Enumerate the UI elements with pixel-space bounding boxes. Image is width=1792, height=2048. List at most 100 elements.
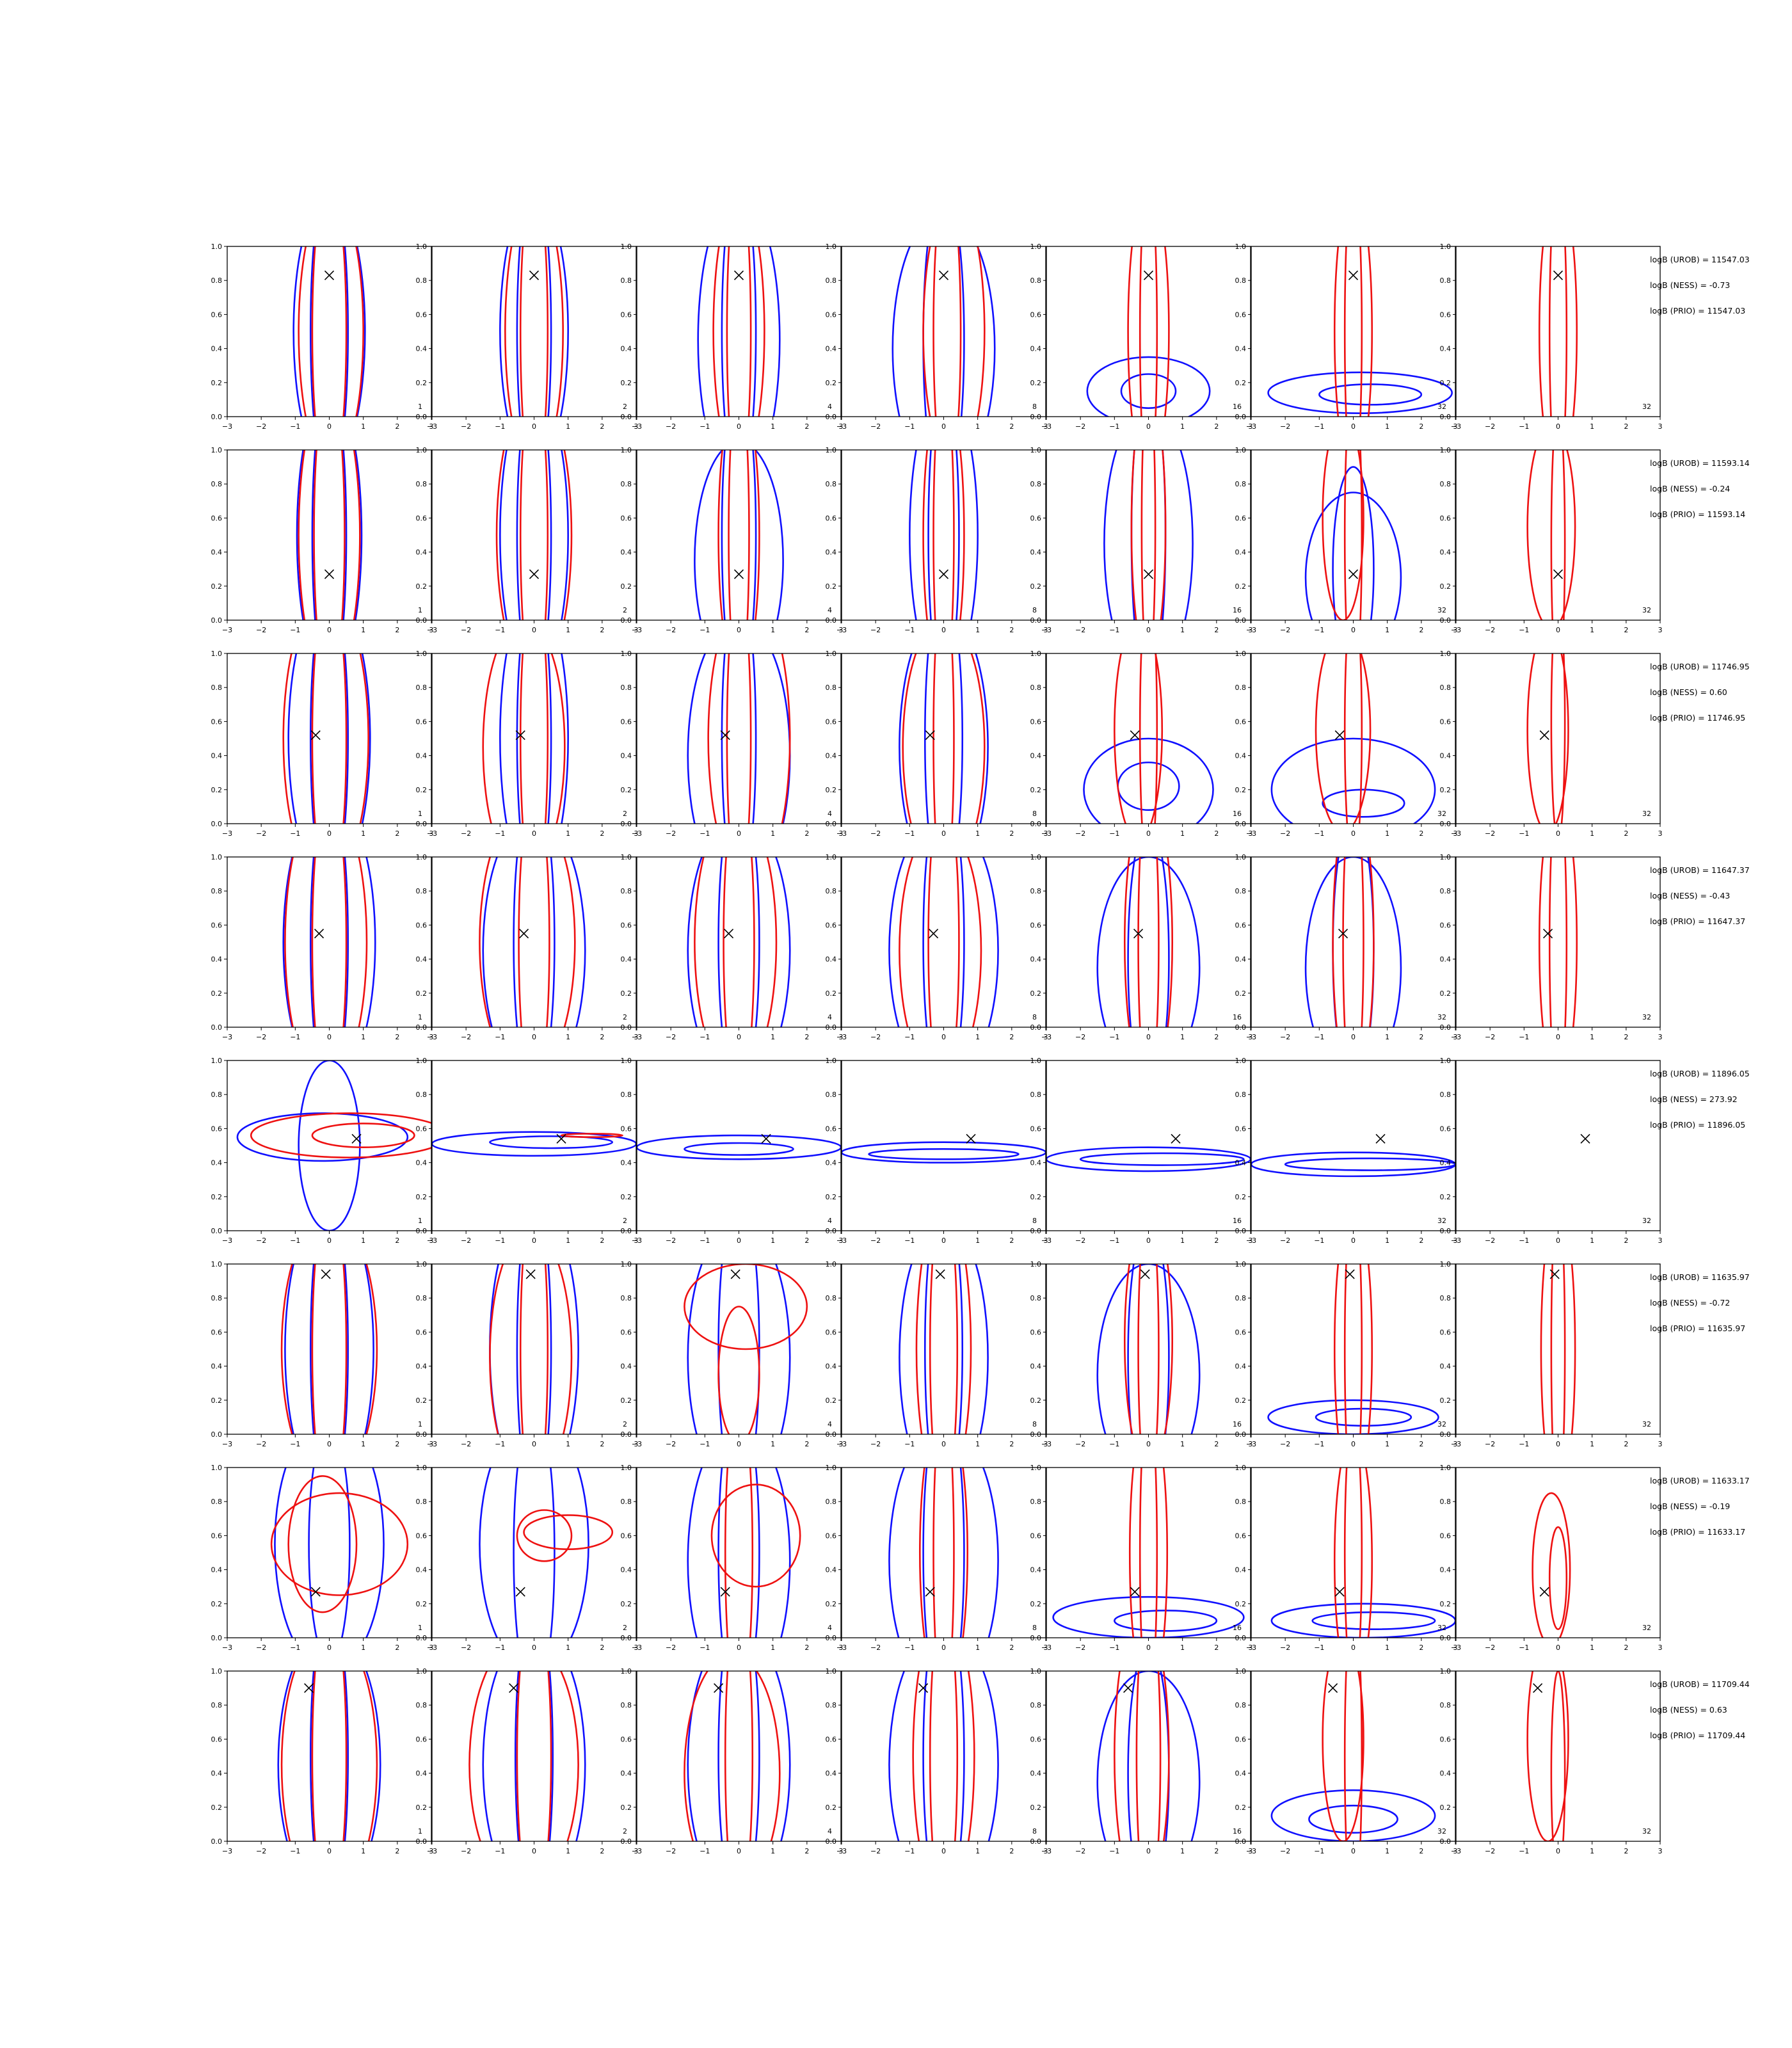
axes-frame — [636, 653, 842, 824]
x-tick-label: −3 — [1246, 626, 1256, 634]
x-tick-label: −1 — [290, 1033, 300, 1041]
y-tick-label: 0.4 — [1440, 1566, 1452, 1574]
x-tick-label: −3 — [222, 626, 232, 634]
x-tick-label: −3 — [427, 829, 437, 838]
y-tick-label: 0.4 — [1030, 956, 1042, 964]
panel-4-4: −3 −2 −1 0 1 2 30.00.20.40.60.81.08 — [826, 853, 1048, 1041]
red-contour-1 — [1332, 857, 1375, 1027]
x-tick-label: 3 — [1658, 1440, 1663, 1448]
contour-group — [1046, 1146, 1251, 1172]
true-value-marker — [310, 1587, 321, 1597]
panel-5-4: −3 −2 −1 0 1 2 30.00.20.40.60.81.08 — [826, 1057, 1048, 1245]
y-tick-label: 0.8 — [1235, 684, 1247, 692]
x-tick-label: −3 — [427, 422, 437, 431]
panel-4-5: −3 −2 −1 0 1 2 30.00.20.40.60.81.016 — [1030, 853, 1253, 1041]
blue-contour-1 — [899, 1264, 989, 1434]
x-tick-label: −1 — [1519, 1033, 1529, 1041]
x-tick-label: 0 — [532, 1440, 536, 1448]
x-tick-label: 0 — [941, 1440, 946, 1448]
panel-corner-label: 32 — [1437, 403, 1446, 411]
blue-contour-2 — [1127, 1671, 1170, 1841]
y-tick-label: 0.0 — [1235, 1023, 1247, 1032]
logB-stat-line: logB (UROB) = 11635.97 — [1650, 1272, 1750, 1282]
x-tick-label: 1 — [771, 1236, 775, 1245]
x-tick-label: −2 — [256, 626, 266, 634]
y-tick-label: 1.0 — [416, 1464, 428, 1472]
x-tick-label: 1 — [361, 1033, 365, 1041]
panel-corner-label: 32 — [1642, 1013, 1651, 1021]
y-tick-label: 1.0 — [211, 243, 223, 251]
x-tick-label: 3 — [429, 1033, 434, 1041]
panel-corner-label: 16 — [1233, 1827, 1242, 1836]
x-tick-label: 2 — [1624, 829, 1628, 838]
red-contour-2 — [519, 246, 549, 417]
y-tick-label: 0.8 — [1235, 1498, 1247, 1506]
x-tick-label: 0 — [532, 626, 536, 634]
panel-corner-label: 16 — [1233, 1217, 1242, 1225]
red-contour-1 — [1114, 1671, 1170, 1841]
y-tick-label: 0.4 — [1030, 1566, 1042, 1574]
axes-frame — [431, 653, 637, 824]
y-tick-label: 0.8 — [416, 276, 428, 285]
blue-contour-2 — [1127, 1264, 1170, 1434]
panel-5-1: −3 −2 −1 0 1 2 30.00.20.40.60.81.01 — [211, 1057, 434, 1245]
axes-frame — [1251, 856, 1456, 1028]
x-tick-label: −2 — [1075, 422, 1085, 431]
x-tick-label: 0 — [1351, 1236, 1356, 1245]
x-tick-label: −3 — [222, 1033, 232, 1041]
true-value-marker — [935, 1269, 945, 1279]
x-tick-label: −1 — [495, 1644, 505, 1652]
red-contour-2 — [1550, 450, 1566, 620]
blue-contour-2 — [922, 857, 965, 1027]
blue-contour-1 — [842, 1141, 1046, 1164]
y-tick-label: 0.2 — [826, 379, 837, 387]
x-tick-label: −2 — [1485, 422, 1495, 431]
x-tick-label: −3 — [427, 1644, 437, 1652]
y-tick-label: 0.2 — [1030, 1804, 1042, 1812]
blue-contour-1 — [697, 246, 781, 417]
logB-stat-line: logB (NESS) = 0.63 — [1650, 1705, 1727, 1715]
red-contour-2 — [929, 1264, 959, 1434]
x-tick-label: −3 — [1451, 1236, 1461, 1245]
y-tick-label: 0.8 — [416, 1294, 428, 1302]
blue-contour-1 — [282, 857, 376, 1027]
y-tick-label: 0.8 — [826, 1701, 837, 1709]
panel-7-7: −3 −2 −1 0 1 2 30.00.20.40.60.81.032 — [1440, 1464, 1663, 1652]
x-tick-label: −2 — [461, 422, 471, 431]
x-tick-label: 1 — [1385, 1847, 1389, 1855]
blue-contour-1 — [1270, 1789, 1436, 1841]
contour-group — [687, 1468, 801, 1638]
red-contour-2 — [1550, 1671, 1566, 1841]
y-tick-label: 0.2 — [826, 1396, 837, 1405]
y-tick-label: 0.0 — [211, 413, 223, 421]
logB-stat-line: logB (NESS) = -0.24 — [1650, 484, 1730, 493]
true-value-marker — [1133, 929, 1144, 939]
y-tick-label: 1.0 — [1440, 1464, 1452, 1472]
y-tick-label: 0.4 — [1030, 345, 1042, 353]
x-tick-label: 1 — [771, 1644, 775, 1652]
y-tick-label: 1.0 — [416, 1667, 428, 1676]
y-tick-label: 1.0 — [621, 1260, 632, 1268]
true-value-marker — [720, 730, 730, 740]
y-tick-label: 0.8 — [1030, 1091, 1042, 1099]
blue-contour-1 — [687, 653, 791, 824]
blue-contour-1 — [479, 1468, 589, 1638]
y-tick-label: 1.0 — [211, 1464, 223, 1472]
x-tick-label: 3 — [1249, 829, 1253, 838]
panel-corner-label: 16 — [1233, 403, 1242, 411]
y-tick-label: 1.0 — [1030, 1667, 1042, 1676]
y-tick-label: 0.2 — [1235, 1396, 1247, 1405]
x-tick-label: 2 — [1419, 1847, 1423, 1855]
y-tick-label: 0.2 — [621, 582, 632, 591]
y-tick-label: 0.8 — [1440, 480, 1452, 488]
y-tick-label: 0.2 — [1030, 1396, 1042, 1405]
x-tick-label: 0 — [532, 1644, 536, 1652]
x-tick-label: 3 — [634, 1644, 639, 1652]
contour-group — [479, 857, 586, 1027]
x-tick-label: −1 — [1314, 1644, 1324, 1652]
axes-frame — [841, 246, 1046, 417]
red-contour-2 — [516, 1671, 552, 1841]
logB-stats: logB (UROB) = 11593.14 logB (NESS) = -0.2… — [1650, 458, 1750, 519]
x-tick-label: 0 — [941, 1033, 946, 1041]
panel-corner-label: 32 — [1437, 1013, 1446, 1021]
